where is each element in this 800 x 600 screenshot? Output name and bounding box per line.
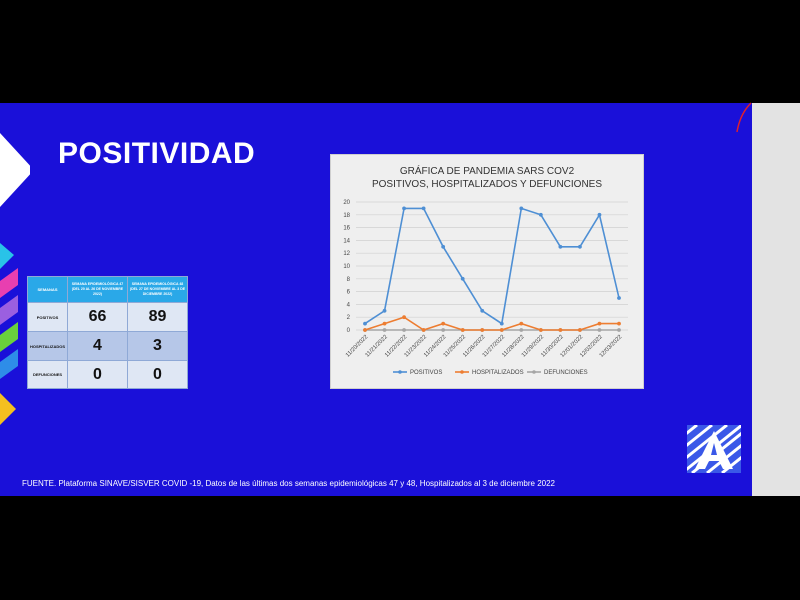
y-tick-label: 4 [347,302,351,308]
data-point [382,308,387,313]
data-point [421,328,426,332]
cell-value: 0 [127,360,188,389]
data-point [558,244,563,249]
data-point [480,328,485,332]
table-header-week47: SEMANA EPIDEMIOLÓGICA 47 (DEL 20 AL 26 D… [67,276,128,303]
y-tick-label: 10 [343,264,350,270]
data-point [558,328,563,332]
pen-annotation-icon [736,102,752,133]
data-point [597,328,602,332]
y-tick-label: 8 [347,277,351,283]
table-row: HOSPITALIZADOS 4 3 [27,331,188,361]
cell-value: 66 [67,302,128,332]
data-point [597,212,602,217]
data-table: SEMANAS SEMANA EPIDEMIOLÓGICA 47 (DEL 20… [27,276,188,389]
row-label: POSITIVOS [27,302,68,332]
data-point [382,328,387,332]
legend-marker [532,370,536,374]
data-point [441,321,446,326]
data-point [441,328,446,332]
data-point [402,328,406,332]
side-panel [752,103,800,496]
table-row: POSITIVOS 66 89 [27,302,188,332]
series-line [364,316,619,331]
data-point [617,328,621,332]
left-decoration [0,133,30,425]
data-point [499,321,504,326]
cell-value: 4 [67,331,128,361]
y-tick-label: 0 [347,328,351,334]
cell-value: 89 [127,302,188,332]
data-point [617,321,621,326]
row-label: DEFUNCIONES [27,360,68,389]
data-point [402,206,406,211]
data-point [617,296,621,300]
chart-plot: 0246810121416182011/20/202211/21/202211/… [343,200,628,376]
data-point [519,206,524,211]
data-point [519,328,524,332]
data-point [363,328,367,332]
source-note: FUENTE. Plataforma SINAVE/SISVER COVID -… [22,479,555,488]
table-header-week48: SEMANA EPIDEMIOLÓGICA 48 (DEL 27 DE NOVI… [127,276,188,303]
cell-value: 0 [67,360,128,389]
y-tick-label: 12 [343,251,350,257]
slide-title: POSITIVIDAD [58,137,256,170]
legend-label: HOSPITALIZADOS [472,370,524,376]
logo-icon [687,425,741,473]
data-point [363,321,367,326]
y-tick-label: 20 [343,200,350,206]
data-point [597,321,602,326]
data-point [499,328,504,332]
y-tick-label: 2 [347,315,351,321]
data-point [519,321,524,326]
chart-subtitle: POSITIVOS, HOSPITALIZADOS Y DEFUNCIONES [371,179,603,190]
data-point [460,328,465,332]
chart: GRÁFICA DE PANDEMIA SARS COV2 POSITIVOS,… [330,154,644,389]
data-point [382,321,387,326]
table-row: DEFUNCIONES 0 0 [27,360,188,389]
cell-value: 3 [127,331,188,361]
table-header-semanas: SEMANAS [27,276,68,303]
data-point [538,212,543,217]
y-tick-label: 18 [343,213,350,219]
row-label: HOSPITALIZADOS [27,331,68,361]
slide: POSITIVIDAD SEMANAS SEMANA EPIDEMIOLÓGIC… [0,103,752,496]
data-point [402,315,406,320]
legend-label: POSITIVOS [410,370,442,376]
legend-marker [398,370,402,374]
legend-label: DEFUNCIONES [544,370,588,376]
y-tick-label: 14 [343,238,350,244]
legend-marker [460,370,464,374]
data-point [460,276,465,281]
series-line [364,207,620,325]
y-tick-label: 6 [347,290,351,296]
data-point [421,206,426,211]
data-point [578,244,582,249]
y-tick-label: 16 [343,226,350,232]
data-point [480,308,485,313]
chart-title: GRÁFICA DE PANDEMIA SARS COV2 [399,166,575,177]
data-point [578,328,582,332]
data-point [441,244,446,249]
data-point [538,328,543,332]
